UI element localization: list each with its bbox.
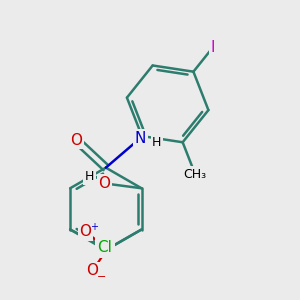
Text: O: O xyxy=(70,133,83,148)
Text: +: + xyxy=(90,222,98,232)
Text: H: H xyxy=(85,170,94,183)
Text: CH₃: CH₃ xyxy=(184,168,207,181)
Text: H: H xyxy=(152,136,162,148)
Text: O: O xyxy=(98,176,110,191)
Text: O: O xyxy=(86,263,98,278)
Text: N: N xyxy=(134,131,146,146)
Text: N: N xyxy=(101,242,113,256)
Text: O: O xyxy=(80,224,92,239)
Text: Cl: Cl xyxy=(97,240,112,255)
Text: I: I xyxy=(211,40,215,55)
Text: −: − xyxy=(97,272,106,282)
